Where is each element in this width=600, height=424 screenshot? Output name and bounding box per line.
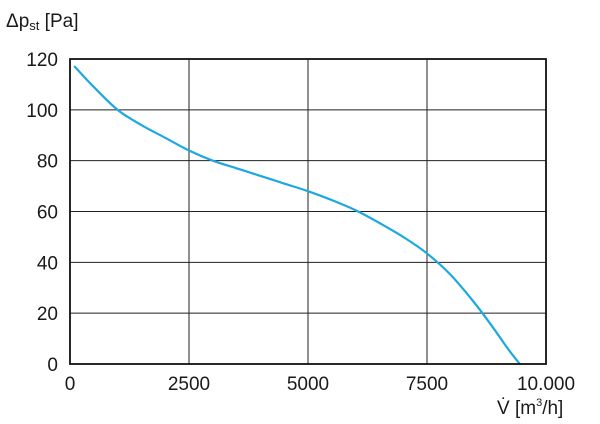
y-tick-label: 0 xyxy=(47,355,58,376)
x-tick-labels: 0 2500 5000 7500 10.000 xyxy=(65,374,575,395)
y-tick-label: 20 xyxy=(37,304,58,325)
y-tick-label: 60 xyxy=(37,203,58,224)
y-axis-label-unit: [Pa] xyxy=(45,11,79,32)
y-tick-label: 120 xyxy=(26,50,58,71)
series-line xyxy=(73,65,521,366)
y-tick-label: 80 xyxy=(37,152,58,173)
grid xyxy=(70,59,546,364)
y-axis-label: Δpst [Pa] xyxy=(6,11,78,33)
plot-frame xyxy=(69,58,547,365)
y-axis-label-symbol: Δp xyxy=(6,11,29,32)
x-axis-label: V̇ [m3/h] xyxy=(497,397,563,419)
x-tick-label: 0 xyxy=(65,374,76,395)
x-axis-label-unit-sup: 3 xyxy=(536,397,542,409)
x-axis-label-symbol: V̇ xyxy=(497,398,510,419)
x-axis-label-unit-after: /h] xyxy=(542,398,563,419)
x-tick-label: 2500 xyxy=(168,374,210,395)
x-tick-label: 10.000 xyxy=(517,374,575,395)
x-axis-label-unit-before: [m xyxy=(515,398,536,419)
y-tick-label: 100 xyxy=(26,101,58,122)
y-axis-label-subscript: st xyxy=(29,18,40,33)
y-tick-label: 40 xyxy=(37,253,58,274)
y-tick-labels: 0 20 40 60 80 100 120 xyxy=(26,50,58,376)
x-tick-label: 5000 xyxy=(287,374,329,395)
x-tick-label: 7500 xyxy=(406,374,448,395)
